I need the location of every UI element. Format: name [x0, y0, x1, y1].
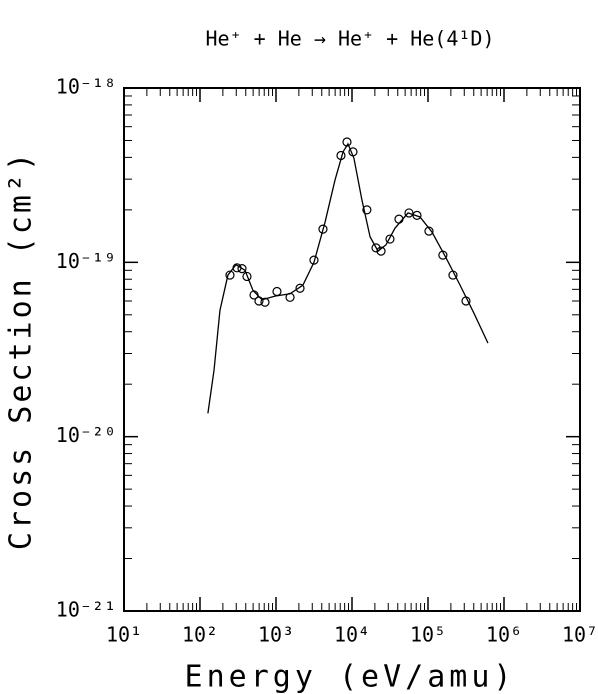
- data-point: [237, 264, 247, 274]
- plot-frame: [123, 87, 581, 612]
- x-tick-label: 10⁵: [410, 623, 446, 647]
- data-point: [376, 246, 386, 256]
- data-point: [225, 270, 235, 280]
- y-tick-label: 10⁻¹⁹: [56, 249, 116, 273]
- data-point: [385, 234, 395, 244]
- data-point: [309, 255, 319, 265]
- y-tick-label: 10⁻²¹: [56, 598, 116, 622]
- x-tick-label: 10⁶: [486, 623, 522, 647]
- x-tick-label: 10²: [182, 623, 218, 647]
- data-point: [412, 210, 422, 220]
- data-point: [371, 243, 381, 253]
- chart-title: He⁺ + He → He⁺ + He(4¹D): [206, 27, 495, 51]
- data-point: [318, 224, 328, 234]
- data-point: [394, 214, 404, 224]
- x-tick-label: 10¹: [106, 623, 142, 647]
- y-axis-label: Cross Section (cm²): [4, 150, 39, 550]
- x-axis-label: Energy (eV/amu): [185, 660, 516, 694]
- x-tick-label: 10⁷: [562, 623, 598, 647]
- data-point: [272, 286, 282, 297]
- data-point: [362, 205, 372, 215]
- data-point: [404, 208, 414, 218]
- x-tick-label: 10³: [258, 623, 294, 647]
- data-point: [424, 226, 434, 236]
- fit-line: [207, 142, 489, 414]
- y-tick-label: 10⁻²⁰: [56, 423, 116, 447]
- y-tick-label: 10⁻¹⁸: [56, 75, 116, 99]
- data-point: [295, 283, 305, 293]
- data-point: [242, 271, 252, 282]
- x-tick-label: 10⁴: [334, 623, 370, 647]
